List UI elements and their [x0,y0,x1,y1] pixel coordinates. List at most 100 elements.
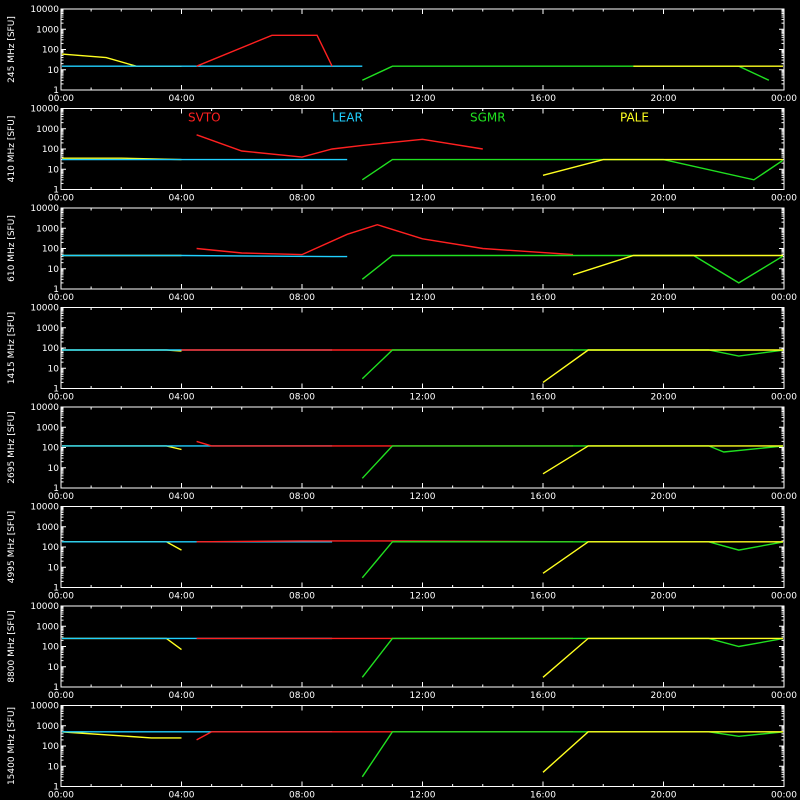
y-tick-label: 100 [42,344,59,354]
series-group [62,223,783,284]
y-tick-label: 1000 [36,25,59,35]
series-lear [62,254,348,258]
y-tick-label: 10 [48,265,60,275]
x-tick-label: 00:00 [48,691,74,701]
x-tick-label: 12:00 [410,592,436,602]
y-tick-label: 10000 [30,304,59,314]
x-tick-label: 12:00 [410,194,436,204]
x-tick-label: 08:00 [289,791,315,800]
y-tick-label: 1000 [36,224,59,234]
y-tick-label: 10 [48,364,60,374]
series-group [62,731,783,778]
x-tick-label: 20:00 [651,691,677,701]
y-tick-label: 1 [53,186,59,196]
x-tick-label: 00:00 [48,194,74,204]
y-tick-label: 10 [48,663,60,673]
panel-8: 1 10 100 1000 10000 00:00 04:00 08:00 12:00 16:00… [7,702,797,800]
series-pale [542,158,783,176]
x-tick-label: 20:00 [651,791,677,800]
y-axis-label: 1415 MHz [SFU] [7,312,17,384]
y-tick-label: 1 [53,285,59,295]
x-tick-label: 04:00 [169,492,195,502]
x-tick-label: 12:00 [410,293,436,303]
legend-entry-svto: SVTO [188,111,221,125]
y-axis-label: 410 MHz [SFU] [7,116,17,183]
x-tick-label: 12:00 [410,94,436,104]
panel-7: 1 10 100 1000 10000 00:00 04:00 08:00 12:00 16:00… [7,602,797,701]
x-tick-label: 20:00 [651,194,677,204]
x-tick-label: 16:00 [530,393,556,403]
x-tick-label: 04:00 [169,691,195,701]
x-tick-label: 04:00 [169,94,195,104]
y-tick-label: 100 [42,145,59,155]
y-tick-label: 1 [53,783,59,793]
y-tick-label: 1 [53,86,59,96]
x-tick-label: 00:00 [771,293,797,303]
series-pale [62,731,182,739]
series-svto [196,34,333,67]
series-pale [542,349,783,383]
series-group [62,637,783,678]
x-tick-label: 04:00 [169,194,195,204]
y-tick-label: 10000 [30,503,59,513]
panel-4: 1 10 100 1000 10000 00:00 04:00 08:00 12:00 16:00… [7,304,797,403]
y-tick-label: 100 [42,46,59,56]
panel-3: 1 10 100 1000 10000 00:00 04:00 08:00 12:00 16:00… [7,204,797,303]
y-tick-label: 10000 [30,403,59,413]
x-tick-label: 16:00 [530,592,556,602]
series-pale [572,254,783,276]
x-tick-label: 12:00 [410,791,436,800]
legend: SVTO LEAR SGMR PALE [188,111,649,125]
y-tick-label: 1 [53,385,59,395]
series-svto [196,134,483,158]
y-tick-label: 1000 [36,423,59,433]
x-tick-label: 08:00 [289,592,315,602]
series-svto [196,223,574,256]
x-tick-label: 20:00 [651,393,677,403]
series-group [62,134,783,181]
x-tick-label: 16:00 [530,492,556,502]
y-axis-label: 4995 MHz [SFU] [7,511,17,583]
x-tick-label: 08:00 [289,492,315,502]
panel-2: 1 10 100 1000 10000 00:00 04:00 08:00 12:00 16:00… [7,105,797,204]
panel-5: 1 10 100 1000 10000 00:00 04:00 08:00 12:00 16:00… [7,403,797,502]
y-axis-label: 245 MHz [SFU] [7,16,17,83]
series-pale [542,731,783,773]
x-tick-label: 00:00 [771,393,797,403]
y-axis-label: 2695 MHz [SFU] [7,411,17,483]
x-tick-label: 12:00 [410,492,436,502]
y-tick-label: 10 [48,165,60,175]
panel-6: 1 10 100 1000 10000 00:00 04:00 08:00 12:00 16:00… [7,503,797,602]
x-tick-label: 08:00 [289,194,315,204]
y-tick-label: 100 [42,643,59,653]
x-tick-label: 16:00 [530,94,556,104]
y-tick-label: 1000 [36,125,59,135]
x-tick-label: 04:00 [169,592,195,602]
y-tick-label: 1000 [36,722,59,732]
x-tick-label: 00:00 [771,592,797,602]
y-tick-label: 10000 [30,5,59,15]
x-tick-label: 20:00 [651,94,677,104]
x-tick-label: 00:00 [48,293,74,303]
x-tick-label: 12:00 [410,691,436,701]
panel-1: 1 10 100 1000 10000 00:00 04:00 08:00 12:00 16:00… [7,5,797,104]
x-tick-label: 00:00 [48,592,74,602]
y-tick-label: 10 [48,563,60,573]
y-tick-label: 10 [48,464,60,474]
y-tick-label: 1 [53,584,59,594]
x-tick-label: 08:00 [289,393,315,403]
series-pale [542,637,783,678]
y-tick-label: 1000 [36,324,59,334]
x-tick-label: 00:00 [771,492,797,502]
x-tick-label: 00:00 [48,492,74,502]
legend-entry-sgmr: SGMR [470,111,506,125]
x-tick-label: 00:00 [771,194,797,204]
x-tick-label: 00:00 [48,393,74,403]
x-tick-label: 00:00 [771,791,797,800]
x-tick-label: 12:00 [410,393,436,403]
series-group [62,349,783,383]
x-tick-label: 16:00 [530,293,556,303]
